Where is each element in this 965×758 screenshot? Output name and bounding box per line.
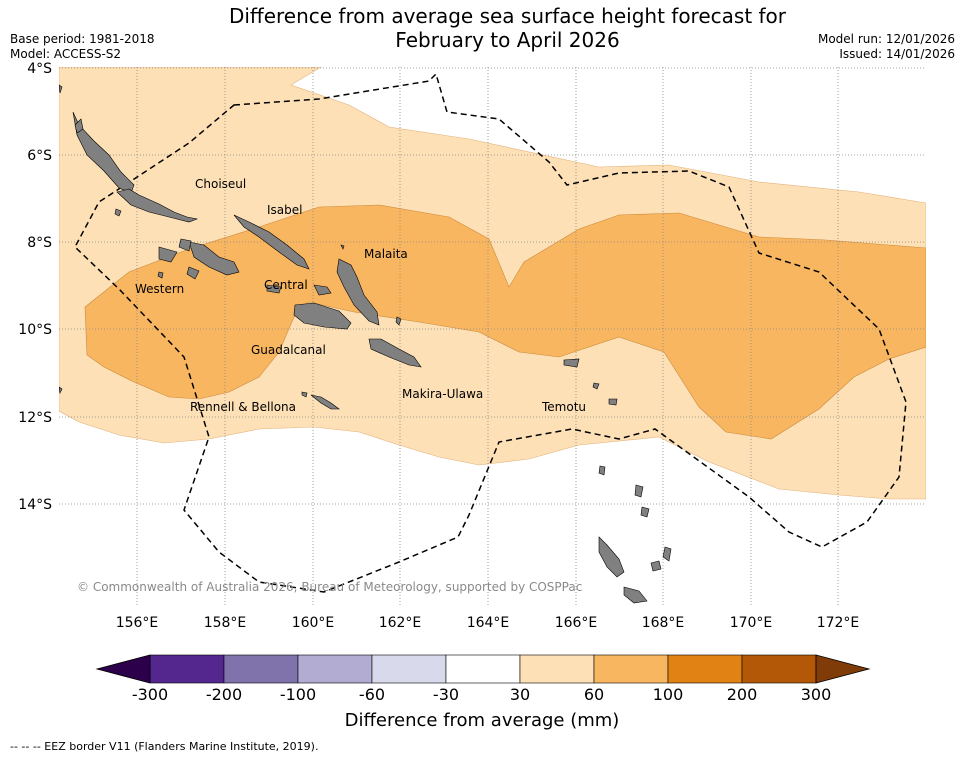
colorbar: -300 -200 -100 -60 -30 30 60 100 200 300… [95, 654, 871, 731]
colorbar-band [519, 654, 595, 684]
reef-islands [592, 382, 600, 390]
small-island-3 [114, 208, 122, 217]
base-period: Base period: 1981-2018 [10, 32, 155, 46]
lat-label: 14°S [18, 497, 52, 513]
lat-label: 10°S [18, 322, 52, 338]
region-label: Guadalcanal [251, 343, 326, 357]
colorbar-bands [149, 654, 817, 684]
colorbar-band [445, 654, 521, 684]
lat-label: 4°S [27, 61, 52, 77]
colorbar-tick: -100 [280, 685, 316, 704]
longitude-axis: 156°E 158°E 160°E 162°E 164°E 166°E 168°… [116, 615, 860, 631]
region-label: Western [135, 282, 184, 296]
colorbar-under-arrow [95, 654, 151, 684]
vanuatu-espiritu [598, 536, 625, 578]
lat-label: 8°S [27, 235, 52, 251]
shortland-island [74, 118, 84, 134]
vanuatu-north-1 [634, 484, 644, 498]
graticule [59, 67, 926, 605]
new-georgia [188, 241, 240, 276]
new-georgia-2 [158, 246, 178, 263]
latitude-axis: 4°S 6°S 8°S 10°S 12°S 14°S [18, 61, 52, 513]
vanuatu-mid-1 [650, 560, 662, 572]
region-label: Isabel [267, 203, 302, 217]
model-info: Base period: 1981-2018 Model: ACCESS-S2 [10, 32, 155, 62]
colorbar-tick: -200 [206, 685, 242, 704]
small-island-2 [59, 386, 63, 394]
bellona-island [301, 391, 308, 398]
model-name: Model: ACCESS-S2 [10, 47, 122, 61]
makira-island [368, 338, 422, 368]
lon-label: 168°E [642, 615, 685, 631]
kolombangara [178, 238, 192, 252]
colorbar-tick: 300 [801, 685, 832, 704]
land-masses [59, 84, 672, 604]
issued-date: Issued: 14/01/2026 [839, 47, 955, 61]
choiseul-island [72, 111, 135, 194]
colorbar-tick: 200 [727, 685, 758, 704]
rendova [186, 266, 200, 280]
lon-label: 160°E [292, 615, 335, 631]
small-island-4 [157, 271, 164, 279]
colorbar-tick: 30 [510, 685, 530, 704]
lon-label: 162°E [379, 615, 422, 631]
colorbar-ticks: -300 -200 -100 -60 -30 30 60 100 200 300 [132, 685, 831, 704]
colorbar-band [223, 654, 299, 684]
model-run: Model run: 12/01/2026 [817, 32, 955, 46]
vella-lavella [116, 188, 199, 223]
region-labels: Choiseul Isabel Malaita Western Central … [135, 177, 586, 414]
russell-islands [266, 284, 282, 294]
lon-label: 156°E [116, 615, 159, 631]
lat-label: 6°S [27, 148, 52, 164]
region-label: Malaita [364, 247, 408, 261]
rennell-island [310, 394, 340, 410]
lat-label: 12°S [18, 410, 52, 426]
lon-label: 170°E [730, 615, 773, 631]
map-title: Difference from average sea surface heig… [150, 4, 865, 52]
florida-islands [313, 284, 332, 296]
malaita-island [336, 258, 380, 326]
colorbar-band [371, 654, 447, 684]
colorbar-tick: 60 [584, 685, 604, 704]
colorbar-band [593, 654, 669, 684]
small-island-1 [59, 84, 63, 94]
region-label: Choiseul [195, 177, 246, 191]
vanuatu-north-2 [640, 506, 650, 518]
run-info: Model run: 12/01/2026 Issued: 14/01/2026 [818, 32, 955, 62]
lon-label: 164°E [467, 615, 510, 631]
colorbar-tick: -30 [433, 685, 459, 704]
lon-label: 158°E [204, 615, 247, 631]
eez-border [74, 72, 907, 593]
eez-legend-note: -- -- -- EEZ border V11 (Flanders Marine… [10, 740, 319, 753]
vanuatu-mid-3 [662, 546, 672, 562]
region-label: Central [264, 278, 308, 292]
colorbar-band [149, 654, 225, 684]
lon-label: 172°E [817, 615, 860, 631]
title-line-2: February to April 2026 [395, 28, 620, 52]
vanuatu-north-3 [598, 465, 606, 476]
colorbar-over-arrow [815, 654, 871, 684]
colorbar-band [741, 654, 817, 684]
region-label: Temotu [541, 400, 586, 414]
region-label: Makira-Ulawa [402, 387, 483, 401]
lon-label: 166°E [555, 615, 598, 631]
colorbar-tick: -60 [359, 685, 385, 704]
copyright-notice: © Commonwealth of Australia 2026, Bureau… [77, 580, 582, 594]
colorbar-title: Difference from average (mm) [345, 710, 620, 731]
colorbar-band [667, 654, 743, 684]
vanikoro [608, 398, 618, 406]
guadalcanal-island [293, 302, 352, 330]
isabel-island [233, 214, 310, 270]
colorbar-tick: 100 [653, 685, 684, 704]
small-island-6 [340, 244, 345, 250]
region-label: Rennell & Bellona [190, 400, 296, 414]
colorbar-band [297, 654, 373, 684]
santa-cruz [563, 358, 580, 368]
small-island-5 [395, 316, 402, 326]
title-line-1: Difference from average sea surface heig… [228, 4, 787, 28]
sea-level-map: Choiseul Isabel Malaita Western Central … [59, 67, 926, 605]
vanuatu-mid-2 [623, 586, 648, 604]
colorbar-tick: -300 [132, 685, 168, 704]
